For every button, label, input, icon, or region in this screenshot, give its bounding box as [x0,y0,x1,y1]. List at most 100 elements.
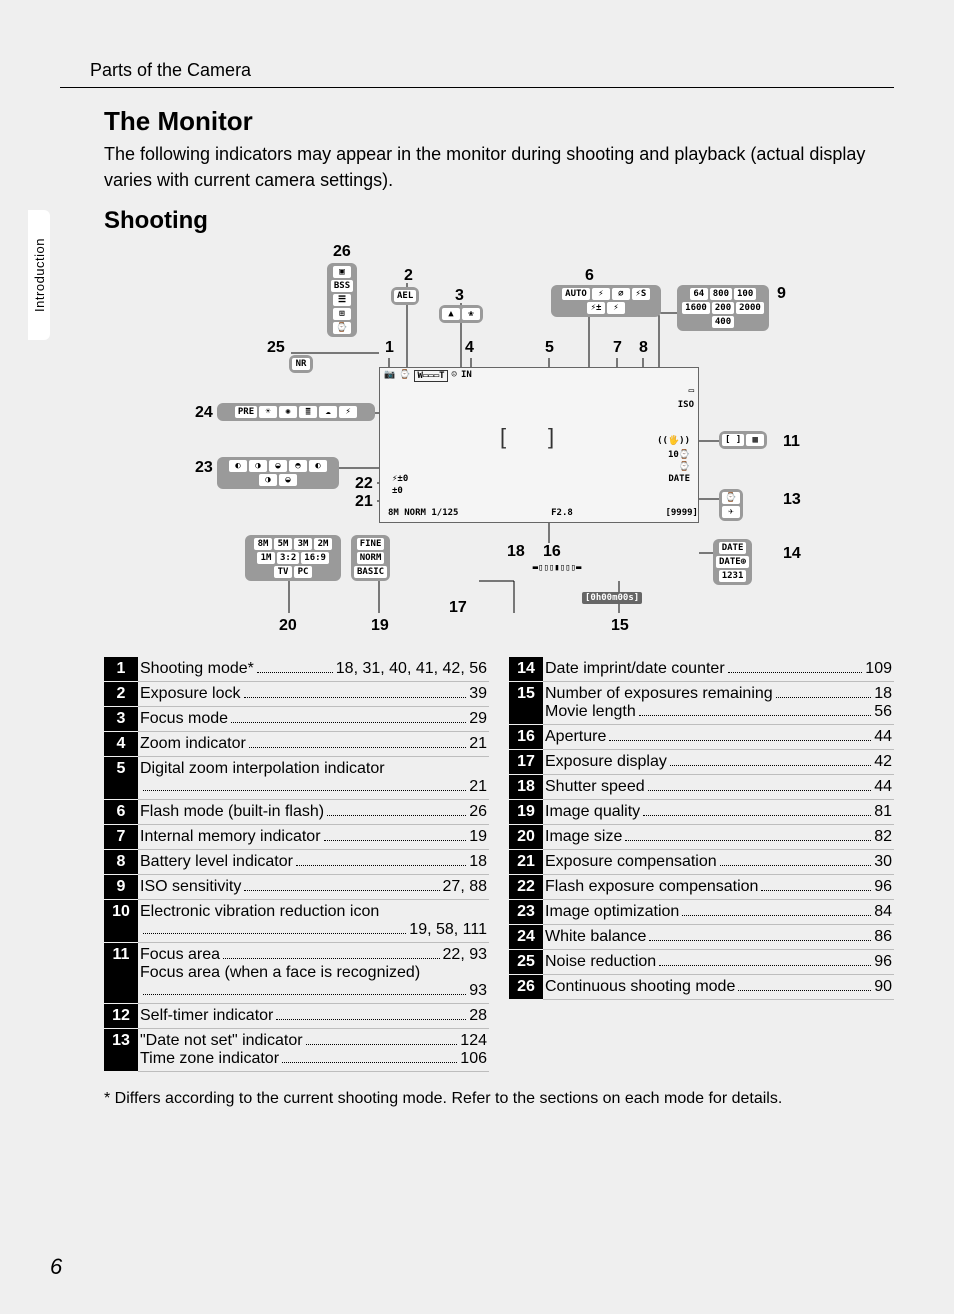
bss-icon: BSS [331,280,353,292]
index-label: ISO sensitivity [140,878,241,896]
index-entry: Focus area22, 93Focus area (when a face … [138,943,489,1004]
side-tab-label: Introduction [32,238,47,312]
index-entry: Shooting mode*18, 31, 40, 41, 42, 56 [138,657,489,682]
index-line: Exposure compensation30 [545,853,892,871]
flash-fill-icon: ⚡ [607,302,625,314]
index-line: 93 [140,982,487,1000]
index-page: 96 [874,878,892,896]
index-label: Exposure compensation [545,853,717,871]
leader-dots [659,965,871,966]
multi-icon: ☰ [333,294,351,306]
header-section: Parts of the Camera [90,60,894,81]
index-label: Image optimization [545,903,679,921]
index-entry: Electronic vibration reduction icon19, 5… [138,900,489,943]
index-label: Date imprint/date counter [545,660,725,678]
index-label: Electronic vibration reduction icon [140,903,379,921]
matrix-icon: ⊞ [333,308,351,320]
index-number: 18 [509,775,543,800]
header-rule [60,87,894,88]
callout-20: 20 [279,617,297,635]
callout-11: 11 [783,433,800,451]
index-entry: White balance86 [543,925,894,950]
index-line: Focus mode29 [140,710,487,728]
pill-ael: AEL [391,287,419,305]
index-label: Flash mode (built-in flash) [140,803,324,821]
sizepc-icon: PC [294,566,312,578]
callout-3: 3 [455,287,464,305]
table-row: 3Focus mode29 [104,707,489,732]
index-line: Flash mode (built-in flash)26 [140,803,487,821]
index-label: Aperture [545,728,606,746]
flash-slow-icon: ⚡S [632,288,650,300]
scr-flashev: ⚡±0 [392,474,408,484]
monitor-diagram: 26 2 3 1 4 5 6 7 8 9 10 11 12 13 14 15 1… [119,243,879,643]
index-label: Battery level indicator [140,853,293,871]
scr-dns: ⌚ [679,462,690,472]
index-line: Digital zoom interpolation indicator [140,760,487,778]
index-entry: Noise reduction96 [543,950,894,975]
callout-1: 1 [385,339,394,357]
table-row: 1Shooting mode*18, 31, 40, 41, 42, 56 [104,657,489,682]
leader-dots [670,765,871,766]
index-label: "Date not set" indicator [140,1032,303,1050]
index-label: Continuous shooting mode [545,978,735,996]
size32-icon: 3:2 [277,552,299,564]
index-page: 18 [469,853,487,871]
scr-vr-icon: ((🖐)) [657,436,690,446]
leader-dots [639,715,871,716]
table-row: 9ISO sensitivity27, 88 [104,875,489,900]
callout-15: 15 [611,617,629,635]
leader-dots [296,865,466,866]
index-label: Focus mode [140,710,228,728]
index-line: 19, 58, 111 [140,921,487,939]
table-row: 26Continuous shooting mode90 [509,975,894,1000]
iso-100: 100 [734,288,756,300]
index-line: Date imprint/date counter109 [545,660,892,678]
callout-14: 14 [783,545,801,563]
index-number: 26 [509,975,543,1000]
index-number: 19 [509,800,543,825]
index-number: 17 [509,750,543,775]
callout-13: 13 [783,491,801,509]
index-line: Exposure display42 [545,753,892,771]
iso-200: 200 [712,302,734,314]
table-row: 16Aperture44 [509,725,894,750]
leader-dots [761,890,871,891]
expdisp-bar: ▬▯▯▯▮▯▯▯▬ [457,559,657,577]
index-line: Image optimization84 [545,903,892,921]
table-row: 25Noise reduction96 [509,950,894,975]
index-number: 22 [509,875,543,900]
index-page: 93 [469,982,487,1000]
callout-19: 19 [371,617,389,635]
scr-remain: [9999] [665,508,698,518]
index-line: Battery level indicator 18 [140,853,487,871]
leader-dots [720,865,872,866]
nr-icon: NR [292,358,310,370]
scr-selftimer: 10⌚ [668,450,690,460]
callout-2: 2 [404,267,413,285]
scr-zoom-t: T [439,371,444,381]
index-line: 21 [140,778,487,796]
index-line: Shooting mode*18, 31, 40, 41, 42, 56 [140,660,487,678]
leader-dots [282,1062,457,1063]
iso-800: 800 [710,288,732,300]
index-label: Internal memory indicator [140,828,321,846]
opt5-icon: ◐ [309,460,327,472]
leader-dots [244,890,439,891]
index-page: 21 [469,778,487,796]
cont-icon: ▣ [333,266,351,278]
tz-icon: ✈ [722,506,740,518]
callout-8: 8 [639,339,648,357]
date1231-icon: 1231 [719,570,747,582]
leader-dots [327,815,466,816]
opt2-icon: ◑ [249,460,267,472]
table-row: 18Shutter speed44 [509,775,894,800]
index-number: 13 [104,1029,138,1072]
index-number: 5 [104,757,138,800]
table-row: 19Image quality81 [509,800,894,825]
callout-5: 5 [545,339,554,357]
datectr-icon: DATE⊕ [716,556,749,568]
leader-dots [244,697,467,698]
iso-400: 400 [712,316,734,328]
index-label: Time zone indicator [140,1050,279,1068]
